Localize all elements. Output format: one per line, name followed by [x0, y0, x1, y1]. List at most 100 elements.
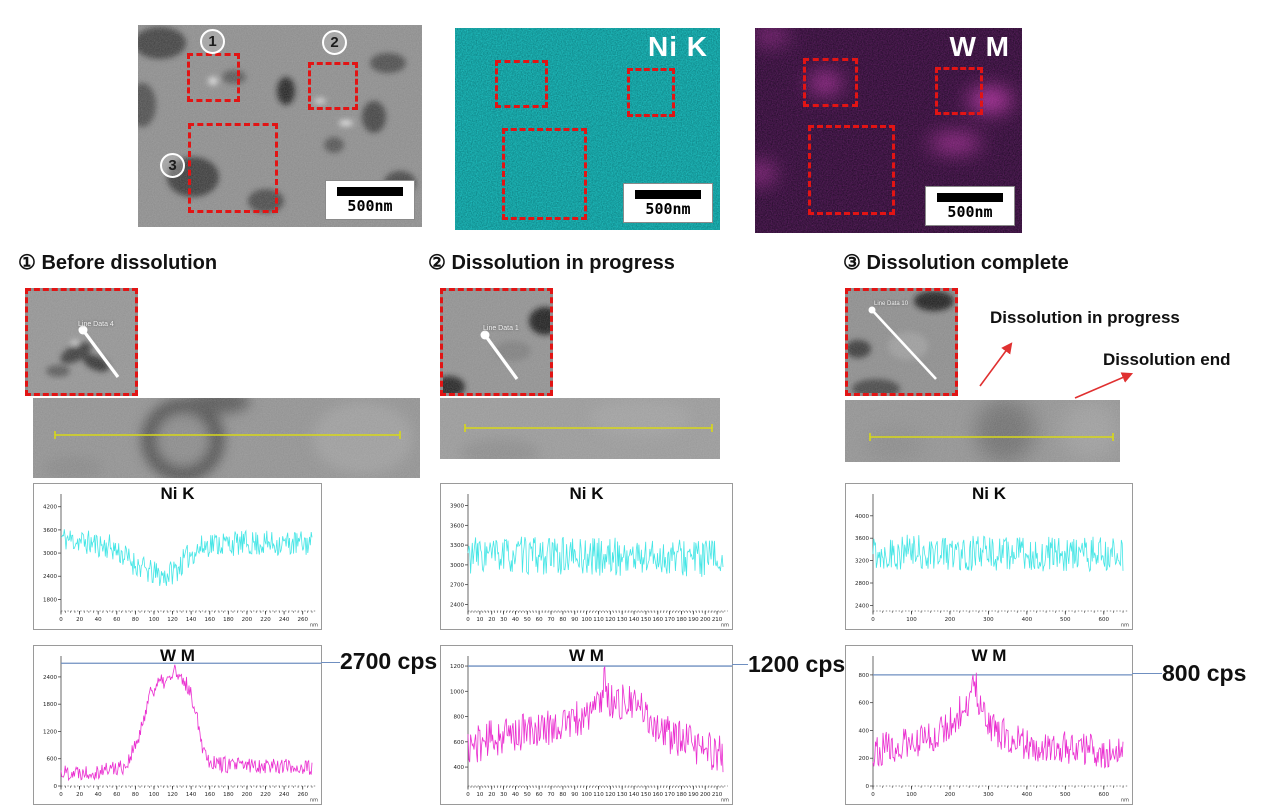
svg-text:140: 140 — [629, 792, 640, 798]
svg-text:3600: 3600 — [43, 528, 57, 534]
svg-text:0: 0 — [54, 784, 58, 790]
svg-text:3600: 3600 — [855, 536, 869, 542]
chart-col1-w-m: W M 0 600 1200 1800 2400 0 20 40 60 80 100 120 140 16… — [33, 645, 322, 805]
inset-line-data-10: Line Data 10 — [845, 288, 958, 396]
w-m-eds-map: W M 500nm — [755, 28, 1022, 233]
svg-text:130: 130 — [617, 617, 628, 623]
svg-text:1200: 1200 — [450, 664, 464, 670]
inset3-scan-line — [871, 309, 937, 380]
svg-text:210: 210 — [712, 617, 723, 623]
svg-text:nm: nm — [721, 798, 729, 804]
svg-text:3000: 3000 — [43, 551, 57, 557]
svg-text:2400: 2400 — [43, 675, 57, 681]
svg-text:1800: 1800 — [43, 702, 57, 708]
annotation-dissolution-in-progress: Dissolution in progress — [990, 308, 1180, 327]
svg-text:150: 150 — [641, 617, 652, 623]
callout-line-800 — [1132, 673, 1162, 675]
svg-text:120: 120 — [605, 792, 616, 798]
svg-text:80: 80 — [559, 617, 566, 623]
svg-text:2700: 2700 — [450, 583, 464, 589]
svg-text:2800: 2800 — [855, 581, 869, 587]
svg-text:nm: nm — [310, 798, 318, 804]
svg-text:400: 400 — [1022, 617, 1033, 623]
svg-text:170: 170 — [664, 617, 675, 623]
svg-text:200: 200 — [700, 617, 711, 623]
chart-title: Ni K — [569, 484, 604, 503]
svg-text:400: 400 — [454, 765, 465, 771]
sem-roi-box-3 — [188, 123, 278, 213]
svg-text:0: 0 — [871, 617, 875, 623]
callout-line-1200 — [732, 664, 748, 666]
svg-text:300: 300 — [983, 792, 994, 798]
svg-text:3600: 3600 — [450, 523, 464, 529]
svg-text:200: 200 — [700, 792, 711, 798]
svg-text:800: 800 — [859, 673, 870, 679]
svg-text:4200: 4200 — [43, 505, 57, 511]
svg-text:0: 0 — [59, 617, 63, 623]
svg-text:2400: 2400 — [43, 574, 57, 580]
inset-line-data-1: Line Data 1 — [440, 288, 553, 396]
svg-text:500: 500 — [1060, 792, 1071, 798]
region-marker-2: 2 — [322, 30, 347, 55]
strip2-texture — [440, 398, 720, 459]
svg-text:600: 600 — [859, 701, 870, 707]
svg-text:60: 60 — [536, 617, 543, 623]
svg-text:60: 60 — [113, 617, 120, 623]
arrow-to-in-progress — [979, 342, 1013, 387]
svg-text:220: 220 — [260, 792, 271, 798]
scale-bar-label: 500nm — [947, 202, 993, 221]
inset1-scan-start-dot — [78, 325, 88, 335]
svg-text:130: 130 — [617, 792, 628, 798]
svg-text:50: 50 — [524, 792, 531, 798]
ni-scale-bar: 500nm — [623, 183, 713, 223]
svg-text:40: 40 — [512, 792, 519, 798]
svg-text:220: 220 — [260, 617, 271, 623]
scale-bar-line — [635, 189, 701, 199]
svg-text:800: 800 — [454, 715, 465, 721]
arrow-to-end — [1074, 372, 1134, 399]
callout-2700-cps: 2700 cps — [340, 648, 438, 675]
svg-text:200: 200 — [242, 617, 253, 623]
sem-scale-bar: 500nm — [325, 180, 415, 220]
svg-text:140: 140 — [186, 617, 197, 623]
svg-text:1200: 1200 — [43, 729, 57, 735]
w-roi-box-3 — [808, 125, 895, 215]
svg-text:100: 100 — [581, 617, 592, 623]
svg-text:120: 120 — [167, 617, 178, 623]
strip1-texture — [33, 398, 420, 478]
svg-text:300: 300 — [983, 617, 994, 623]
svg-text:200: 200 — [945, 792, 956, 798]
svg-text:0: 0 — [466, 617, 470, 623]
svg-text:20: 20 — [488, 617, 495, 623]
line-scan-strip-3 — [845, 400, 1120, 462]
svg-text:30: 30 — [500, 617, 507, 623]
callout-1200-cps: 1200 cps — [748, 651, 846, 678]
svg-text:2400: 2400 — [450, 602, 464, 608]
svg-text:200: 200 — [945, 617, 956, 623]
svg-text:3900: 3900 — [450, 504, 464, 510]
svg-text:80: 80 — [132, 792, 139, 798]
svg-text:0: 0 — [866, 784, 870, 790]
svg-text:190: 190 — [688, 792, 699, 798]
scale-bar-line — [937, 192, 1003, 202]
svg-text:40: 40 — [95, 792, 102, 798]
ni-roi-box-3 — [502, 128, 587, 220]
svg-text:nm: nm — [310, 623, 318, 629]
svg-text:80: 80 — [559, 792, 566, 798]
ni-k-eds-map: Ni K 500nm — [455, 28, 720, 230]
svg-text:240: 240 — [279, 792, 290, 798]
svg-text:110: 110 — [593, 792, 604, 798]
svg-text:60: 60 — [536, 792, 543, 798]
svg-text:100: 100 — [581, 792, 592, 798]
svg-text:4000: 4000 — [855, 514, 869, 520]
inset1-texture — [28, 291, 135, 393]
ni-roi-box-2 — [627, 68, 675, 117]
annotation-dissolution-end: Dissolution end — [1103, 350, 1231, 369]
svg-text:1800: 1800 — [43, 597, 57, 603]
svg-text:160: 160 — [204, 617, 215, 623]
w-scale-bar: 500nm — [925, 186, 1015, 226]
svg-text:90: 90 — [571, 792, 578, 798]
svg-text:90: 90 — [571, 617, 578, 623]
svg-text:40: 40 — [512, 617, 519, 623]
